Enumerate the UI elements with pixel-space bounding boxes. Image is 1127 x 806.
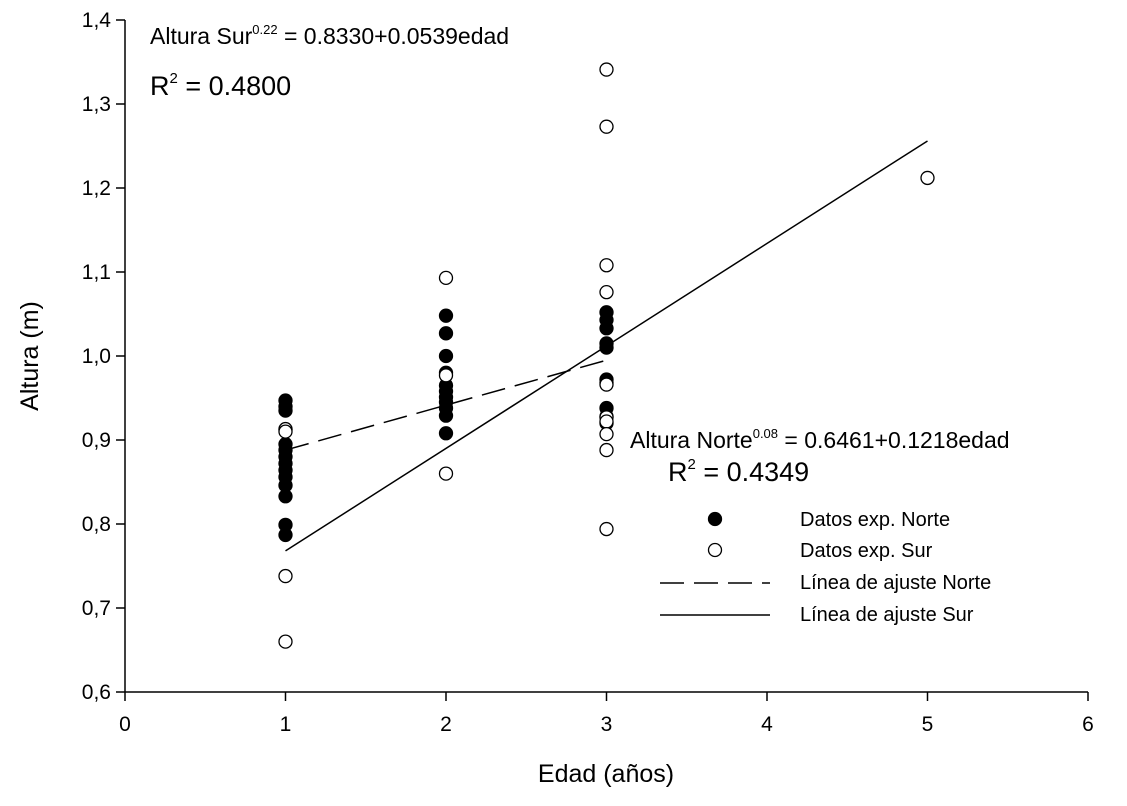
r2-norte-exponent: 2 [688,456,696,473]
point-sur [599,426,614,442]
point-norte [599,321,614,336]
r2-sur-exponent: 2 [170,70,178,87]
point-sur [278,424,293,439]
point-sur [599,119,614,134]
equation-sur-exponent: 0.22 [252,22,277,37]
legend-marker-norte [707,511,723,527]
y-tick-label: 1,4 [82,9,112,32]
point-norte [438,408,454,423]
point-sur [599,377,614,392]
y-tick-label: 1,2 [82,177,111,200]
x-tick-label: 2 [440,713,452,736]
point-norte [599,340,614,355]
r2-norte-rest: = 0.4349 [696,457,809,487]
y-axis-title: Altura (m) [16,301,44,411]
point-sur [599,285,614,300]
fit-line-norte [285,359,607,451]
point-sur [599,521,614,537]
equation-norte: Altura Norte0.08 = 0.6461+0.1218edad [630,426,1010,453]
point-norte [438,326,454,341]
point-sur [438,270,454,286]
y-tick-label: 1,3 [82,93,111,116]
x-tick-label: 4 [761,713,773,736]
point-sur [438,368,454,383]
equation-norte-base: Altura Norte [630,427,753,453]
x-tick-label: 1 [280,713,292,736]
x-tick-label: 0 [119,713,131,736]
axes: 0 1 2 3 4 5 6 0,6 0,7 0,8 0,9 1,0 1,1 1,2 1,3 1,4 [82,9,1094,736]
point-norte [438,426,454,441]
legend-label-fit-sur: Línea de ajuste Sur [800,604,974,626]
x-tick-label: 3 [601,713,613,736]
x-ticks: 0 1 2 3 4 5 6 [119,692,1094,736]
point-sur [278,568,293,584]
x-axis-title: Edad (años) [538,760,674,788]
point-norte [438,348,454,364]
equation-sur-base: Altura Sur [150,23,253,49]
y-ticks: 0,6 0,7 0,8 0,9 1,0 1,1 1,2 1,3 1,4 [82,9,125,704]
r2-norte: R2 = 0.4349 [668,456,809,487]
x-tick-label: 6 [1082,713,1094,736]
legend-label-sur: Datos exp. Sur [800,540,933,562]
equation-sur: Altura Sur0.22 = 0.8330+0.0539edad [150,22,509,49]
legend-label-norte: Datos exp. Norte [800,509,950,531]
equation-norte-rest: = 0.6461+0.1218edad [778,427,1010,453]
point-sur [599,442,614,458]
y-tick-label: 1,0 [82,345,111,368]
r2-sur-base: R [150,71,170,101]
point-sur [278,634,293,649]
legend-marker-sur [707,542,723,558]
point-norte [278,527,293,543]
point-sur [599,258,614,273]
y-tick-label: 0,7 [82,597,111,620]
point-norte [278,489,293,504]
r2-sur-rest: = 0.4800 [178,71,291,101]
equation-norte-exponent: 0.08 [753,426,778,441]
point-sur [599,414,614,429]
legend: Datos exp. Norte Datos exp. Sur Línea de… [660,509,991,626]
y-tick-label: 0,8 [82,513,111,536]
y-tick-label: 0,9 [82,429,111,452]
x-tick-label: 5 [922,713,934,736]
data-points [278,62,935,649]
equation-sur-rest: = 0.8330+0.0539edad [278,23,510,49]
point-sur [599,62,614,77]
y-tick-label: 0,6 [82,681,111,704]
legend-label-fit-norte: Línea de ajuste Norte [800,572,991,594]
point-norte [438,308,454,323]
point-sur [920,170,935,186]
y-tick-label: 1,1 [82,261,111,284]
point-sur [438,466,454,481]
r2-norte-base: R [668,457,688,487]
point-norte [278,403,293,418]
r2-sur: R2 = 0.4800 [150,70,291,101]
